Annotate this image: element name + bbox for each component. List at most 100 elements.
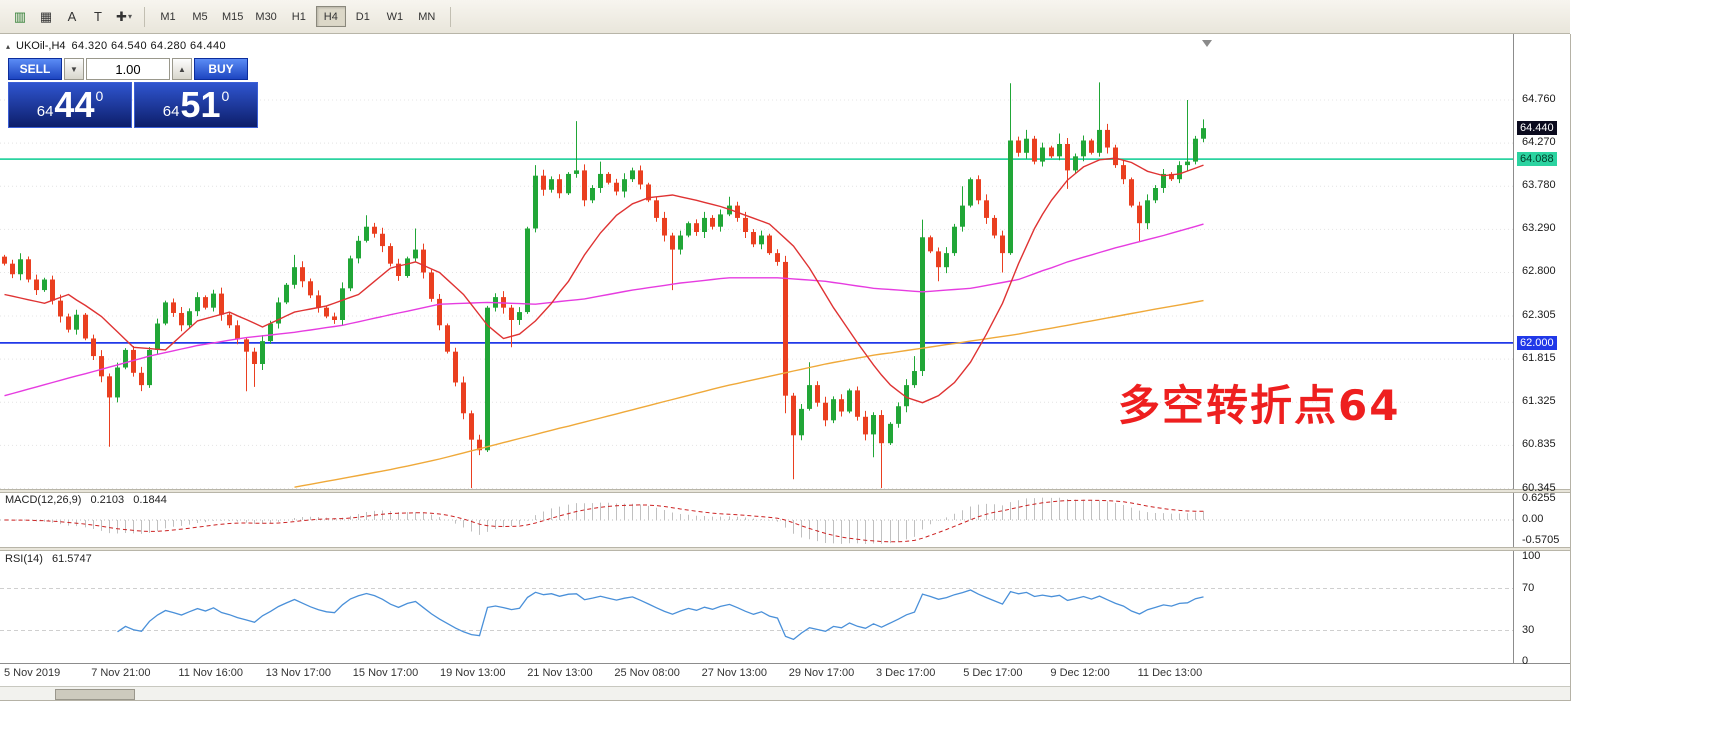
candle [437, 293, 442, 331]
chart-window: ▴ UKOil-,H4 64.320 64.540 64.280 64.440 … [0, 34, 1571, 701]
timeframe-d1[interactable]: D1 [348, 6, 378, 27]
chart-annotation-text[interactable]: 多空转折点64 [1118, 381, 1401, 430]
candle [10, 259, 15, 279]
candle [1040, 142, 1045, 167]
candle [1032, 135, 1037, 165]
candle [984, 194, 989, 224]
toolbar-separator [449, 6, 451, 27]
candle [944, 247, 949, 274]
rsi-axis-label: 70 [1522, 581, 1535, 594]
ma-fast-line [4, 157, 1204, 404]
candle [791, 392, 796, 480]
candle [99, 350, 104, 383]
timeframe-m15[interactable]: M15 [217, 6, 248, 27]
macd-indicator-label: MACD(12,26,9) 0.2103 0.1844 [5, 494, 167, 506]
candle [469, 410, 474, 489]
rsi-axis-label: 30 [1522, 623, 1535, 636]
candle [1000, 230, 1005, 273]
timeframe-mn[interactable]: MN [412, 6, 442, 27]
level-price-tag: 62.000 [1517, 335, 1557, 350]
timeframe-h4[interactable]: H4 [315, 6, 346, 27]
buy-price-point: 0 [221, 88, 230, 104]
candle [485, 305, 490, 452]
time-axis-label: 5 Dec 17:00 [963, 667, 1023, 679]
macd-label-text: MACD(12,26,9) [5, 494, 82, 506]
candle [654, 196, 659, 222]
crosshair-icon[interactable]: ✚ ▾ [112, 6, 136, 28]
candle [1161, 168, 1166, 193]
time-axis-label: 19 Nov 13:00 [440, 667, 506, 679]
candle [904, 379, 909, 413]
price-tick-label: 61.815 [1522, 352, 1556, 365]
price-tick-label: 60.835 [1522, 438, 1556, 451]
timeframe-m5[interactable]: M5 [185, 6, 215, 27]
candle [413, 228, 418, 263]
candle [1089, 138, 1094, 155]
candle [276, 297, 281, 329]
candle [879, 410, 884, 489]
one-click-trading-panel: SELL ▼ ▲ BUY 64 44 0 64 51 0 [8, 58, 258, 128]
candle [775, 249, 780, 266]
trade-controls-row: SELL ▼ ▲ BUY [8, 58, 258, 80]
time-axis[interactable]: 5 Nov 2019 7 Nov 21:00 11 Nov 16:00 13 Nov … [0, 664, 1570, 682]
candle [308, 278, 313, 299]
candle [58, 294, 63, 323]
time-axis-label: 25 Nov 08:00 [614, 667, 680, 679]
ma-slow-line [294, 299, 1204, 488]
candle [1129, 177, 1134, 208]
collapse-panel-icon[interactable]: ▴ [6, 41, 11, 51]
buy-price-display[interactable]: 64 51 0 [134, 82, 258, 128]
candle [364, 215, 369, 243]
candle [1185, 100, 1190, 172]
macd-pane-splitter[interactable] [0, 489, 1570, 493]
time-axis-label: 15 Nov 17:00 [352, 667, 419, 679]
candle [1121, 160, 1126, 185]
lot-increase-button[interactable]: ▲ [172, 58, 192, 80]
chart-type-icon[interactable]: ▥ [8, 6, 32, 28]
buy-price-pips: 51 [180, 84, 221, 125]
timeframe-m1[interactable]: M1 [153, 6, 183, 27]
macd-signal-line [4, 499, 1204, 543]
toolbar-separator [144, 6, 145, 27]
candle [767, 233, 772, 255]
lot-dropdown-button[interactable]: ▼ [64, 58, 84, 80]
sell-price-display[interactable]: 64 44 0 [8, 82, 132, 128]
bid-price-tag: 64.440 [1517, 121, 1557, 136]
candle [91, 334, 96, 360]
candle [340, 282, 345, 326]
buy-button[interactable]: BUY [194, 58, 248, 80]
horizontal-level-lines [0, 158, 1513, 344]
rsi-pane-splitter[interactable] [0, 547, 1570, 551]
chart-shift-marker[interactable] [1202, 40, 1212, 47]
candle [509, 304, 514, 348]
price-scale[interactable]: 64.760 64.270 63.780 63.290 62.800 62.305 61.8… [1516, 34, 1570, 700]
timeframe-h1[interactable]: H1 [284, 6, 314, 27]
horizontal-scrollbar[interactable] [0, 686, 1570, 700]
candle [211, 289, 216, 312]
candle [912, 356, 917, 388]
timeframe-w1[interactable]: W1 [380, 6, 410, 27]
candle [694, 219, 699, 236]
candle [123, 348, 128, 370]
lot-size-input[interactable] [86, 58, 170, 80]
candle [1113, 144, 1118, 168]
chart-canvas[interactable] [0, 34, 1570, 700]
text-label-icon[interactable]: T [86, 6, 110, 28]
candle [219, 287, 224, 321]
scrollbar-thumb[interactable] [55, 689, 135, 700]
candle [171, 298, 176, 317]
candle [863, 410, 868, 441]
price-tick-label: 60.345 [1522, 481, 1556, 494]
candle [1049, 145, 1054, 159]
candle [686, 221, 691, 238]
candle [968, 177, 973, 208]
level-price-tag: 64.088 [1517, 152, 1557, 167]
font-icon[interactable]: A [60, 6, 84, 28]
time-axis-label: 11 Dec 13:00 [1137, 667, 1203, 679]
candle [252, 347, 257, 387]
tile-windows-icon[interactable]: ▦ [34, 6, 58, 28]
candle [203, 295, 208, 310]
timeframe-m30[interactable]: M30 [250, 6, 281, 27]
sell-button[interactable]: SELL [8, 58, 62, 80]
candle [1081, 135, 1086, 162]
